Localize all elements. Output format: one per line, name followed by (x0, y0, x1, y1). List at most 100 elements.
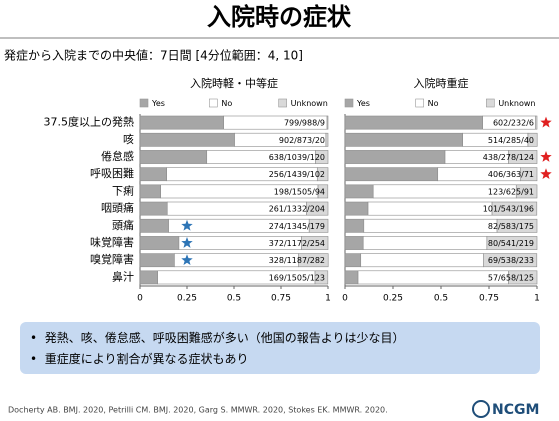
legend-swatch (486, 98, 495, 108)
citation: Docherty AB. BMJ. 2020, Petrilli CM. BMJ… (8, 406, 388, 415)
bar-segment (325, 132, 329, 147)
count-label: 69/538/233 (488, 256, 534, 265)
x-tick-label: 0.75 (479, 294, 499, 304)
bullet-text: 重症度により割合が異なる症状もあり (44, 352, 249, 366)
bar-segment (362, 236, 488, 250)
bar-segment (496, 218, 538, 233)
bar-segment (314, 270, 329, 285)
x-tick-label: 0.25 (177, 294, 197, 304)
count-label: 438/278/124 (483, 153, 534, 162)
bar-segment (344, 150, 446, 164)
legend-label: No (221, 99, 232, 108)
bar-segment (344, 236, 364, 250)
count-label: 57/658/125 (488, 273, 534, 282)
bar-segment (520, 167, 538, 182)
legend-label: Unknown (291, 99, 328, 108)
bullet: • 発熱、咳、倦怠感、呼吸困難感が多い（他国の報告よりは少な目） (30, 331, 405, 345)
count-label: 123/625/91 (488, 187, 534, 196)
count-label: 82/583/175 (488, 222, 534, 231)
count-label: 799/988/9 (284, 119, 325, 128)
star (181, 237, 193, 248)
bar-segment (344, 218, 365, 233)
count-label: 274/1345/179 (269, 222, 325, 231)
category-label: 鼻汁 (112, 269, 134, 283)
bar-segment (139, 218, 169, 233)
x-tick-label: 0 (342, 294, 348, 304)
x-tick-label: 0.75 (271, 294, 291, 304)
star (540, 168, 552, 180)
category-label: 37.5度以上の発熱 (44, 115, 135, 129)
count-label: 169/1505/123 (269, 273, 325, 282)
category-label: 嗅覚障害 (90, 252, 134, 266)
legend-swatch (344, 98, 354, 108)
legend-label: Yes (356, 99, 370, 108)
bar-segment (139, 150, 208, 164)
legend-label: Yes (151, 99, 165, 108)
count-label: 602/232/6 (493, 119, 534, 128)
category-label: 咽頭痛 (101, 201, 134, 215)
count-label: 638/1039/120 (269, 153, 325, 162)
bar-segment (344, 132, 463, 147)
bar-segment (508, 270, 538, 285)
x-tick-label: 0.25 (383, 294, 403, 304)
bar-segment (535, 115, 538, 130)
star (181, 219, 193, 231)
bar-segment (486, 236, 538, 250)
x-tick-label: 1 (325, 294, 331, 304)
star (181, 254, 193, 266)
bar-segment (483, 253, 538, 268)
category-label: 倦怠感 (101, 149, 134, 163)
star (540, 116, 552, 128)
count-label: 328/1187/282 (269, 256, 325, 265)
count-label: 261/1332/204 (269, 205, 325, 214)
bar-segment (306, 201, 329, 216)
x-tick-label: 0.5 (227, 294, 241, 304)
subtitle: 発症から入院までの中央値：7日間 [4分位範囲：4, 10] (4, 48, 303, 63)
category-label: 味覚障害 (90, 235, 134, 249)
bar-segment (139, 167, 167, 182)
logo-mark (472, 400, 490, 418)
legend-swatch (209, 98, 218, 108)
bullet-text: 発熱、咳、倦怠感、呼吸困難感が多い（他国の報告よりは少な目） (44, 331, 405, 345)
bar-segment (315, 150, 329, 164)
panel-title: 入院時重症 (414, 76, 469, 90)
bar-segment (360, 253, 484, 268)
bar-segment (344, 115, 483, 130)
count-label: 372/1172/254 (269, 239, 325, 248)
bar-segment (527, 132, 538, 147)
logo: NCGM (492, 402, 539, 418)
x-tick-label: 0.5 (434, 294, 448, 304)
bar-segment (344, 167, 439, 182)
bar-segment (308, 218, 329, 233)
bar-segment (139, 132, 235, 147)
category-label: 頭痛 (112, 218, 134, 232)
category-label: 咳 (123, 132, 134, 146)
slide-title: 入院時の症状 (207, 3, 352, 31)
count-label: 902/873/20 (279, 136, 325, 145)
count-label: 198/1505/94 (274, 187, 325, 196)
star (540, 151, 552, 162)
bar-segment (367, 201, 493, 216)
bar-segment (139, 253, 175, 268)
bar-segment (491, 201, 538, 216)
bar-segment (344, 201, 369, 216)
bar-segment (515, 184, 538, 199)
legend-label: No (428, 99, 439, 108)
x-tick-label: 0 (137, 294, 143, 304)
bar-segment (301, 236, 329, 250)
bar-segment (139, 270, 158, 285)
x-tick-label: 1 (534, 294, 540, 304)
count-label: 256/1439/102 (269, 170, 325, 179)
bar-segment (317, 184, 329, 199)
bar-segment (316, 167, 329, 182)
count-label: 80/541/219 (488, 239, 534, 248)
legend-swatch (415, 98, 424, 108)
bar-segment (508, 150, 538, 164)
legend-swatch (139, 98, 149, 108)
bullet-box: • 発熱、咳、倦怠感、呼吸困難感が多い（他国の報告よりは少な目） • 重症度によ… (20, 322, 540, 374)
bar-segment (344, 270, 359, 285)
bullet: • 重症度により割合が異なる症状もあり (30, 352, 249, 366)
bar-segment (344, 184, 374, 199)
